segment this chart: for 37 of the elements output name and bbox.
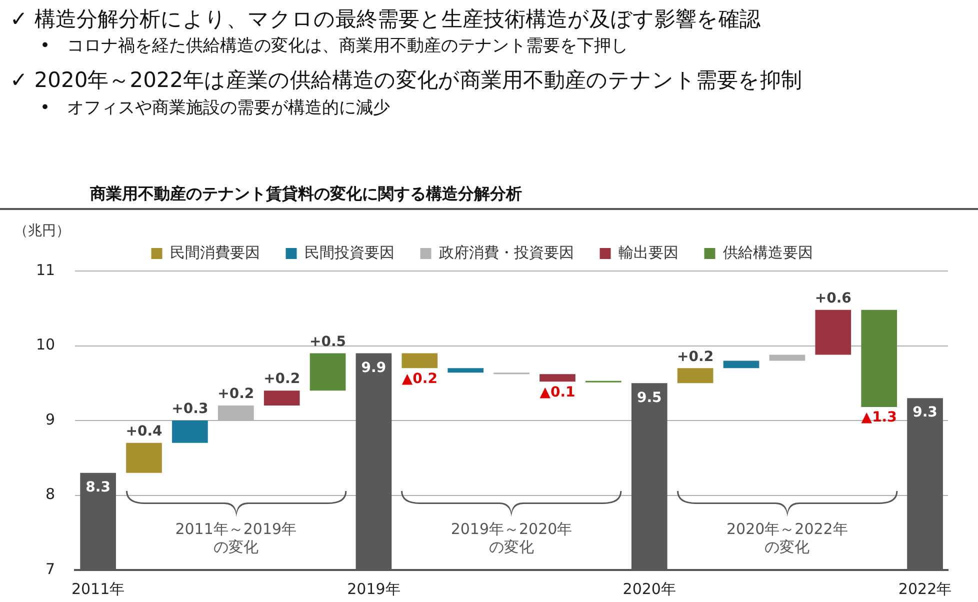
data-label: 9.5 bbox=[636, 390, 662, 406]
data-label: ▲0.2 bbox=[402, 370, 438, 387]
legend-label: 輸出要因 bbox=[618, 243, 678, 262]
legend-label: 政府消費・投資要因 bbox=[438, 243, 574, 262]
legend-label: 民間投資要因 bbox=[304, 243, 394, 262]
annotation: 2020年～2022年の変化 bbox=[726, 520, 849, 556]
data-label: +0.4 bbox=[126, 424, 163, 440]
data-label: ▲0.1 bbox=[540, 384, 576, 400]
text: • オフィスや商業施設の需要が構造的に減少 bbox=[40, 96, 392, 119]
x-tick-label: 2022年 bbox=[898, 580, 952, 598]
data-label: +0.3 bbox=[172, 401, 208, 418]
legend-label: 供給構造要因 bbox=[722, 243, 813, 262]
y-tick-label: 7 bbox=[46, 560, 56, 578]
y-tick-label: 8 bbox=[46, 485, 56, 504]
text: ✓ 構造分解分析により、マクロの最終需要と生産技術構造が及ぼす影響を確認 bbox=[10, 6, 762, 33]
data-label: 8.3 bbox=[86, 479, 110, 496]
x-tick-label: 2011年 bbox=[71, 580, 125, 598]
data-label: 9.3 bbox=[912, 404, 938, 421]
annotation: 2019年～2020年の変化 bbox=[450, 520, 574, 556]
data-label: 9.9 bbox=[361, 360, 386, 376]
y-tick-label: 9 bbox=[46, 410, 56, 428]
data-label: ▲1.3 bbox=[861, 410, 897, 426]
text: • コロナ禍を経た供給構造の変化は、商業用不動産のテナント需要を下押し bbox=[40, 35, 630, 58]
y-axis-title: （兆円） bbox=[14, 222, 70, 240]
data-label: +0.2 bbox=[264, 371, 300, 388]
text: ✓ 2020年～2022年は産業の供給構造の変化が商業用不動産のテナント需要を抑制 bbox=[10, 67, 804, 94]
data-label: +0.5 bbox=[310, 334, 346, 350]
data-label: +0.2 bbox=[218, 386, 254, 402]
x-tick-label: 2019年 bbox=[347, 580, 400, 598]
y-tick-label: 11 bbox=[36, 260, 56, 279]
chart-title: 商業用不動産のテナント賃貸料の変化に関する構造分解分析 bbox=[90, 184, 522, 205]
data-label: +0.6 bbox=[814, 290, 852, 307]
data-label: +0.2 bbox=[677, 348, 714, 365]
legend-label: 民間消費要因 bbox=[170, 243, 260, 262]
x-tick-label: 2020年 bbox=[622, 580, 676, 598]
y-tick-label: 10 bbox=[36, 336, 56, 354]
annotation: 2011年～2019年の変化 bbox=[174, 520, 298, 556]
